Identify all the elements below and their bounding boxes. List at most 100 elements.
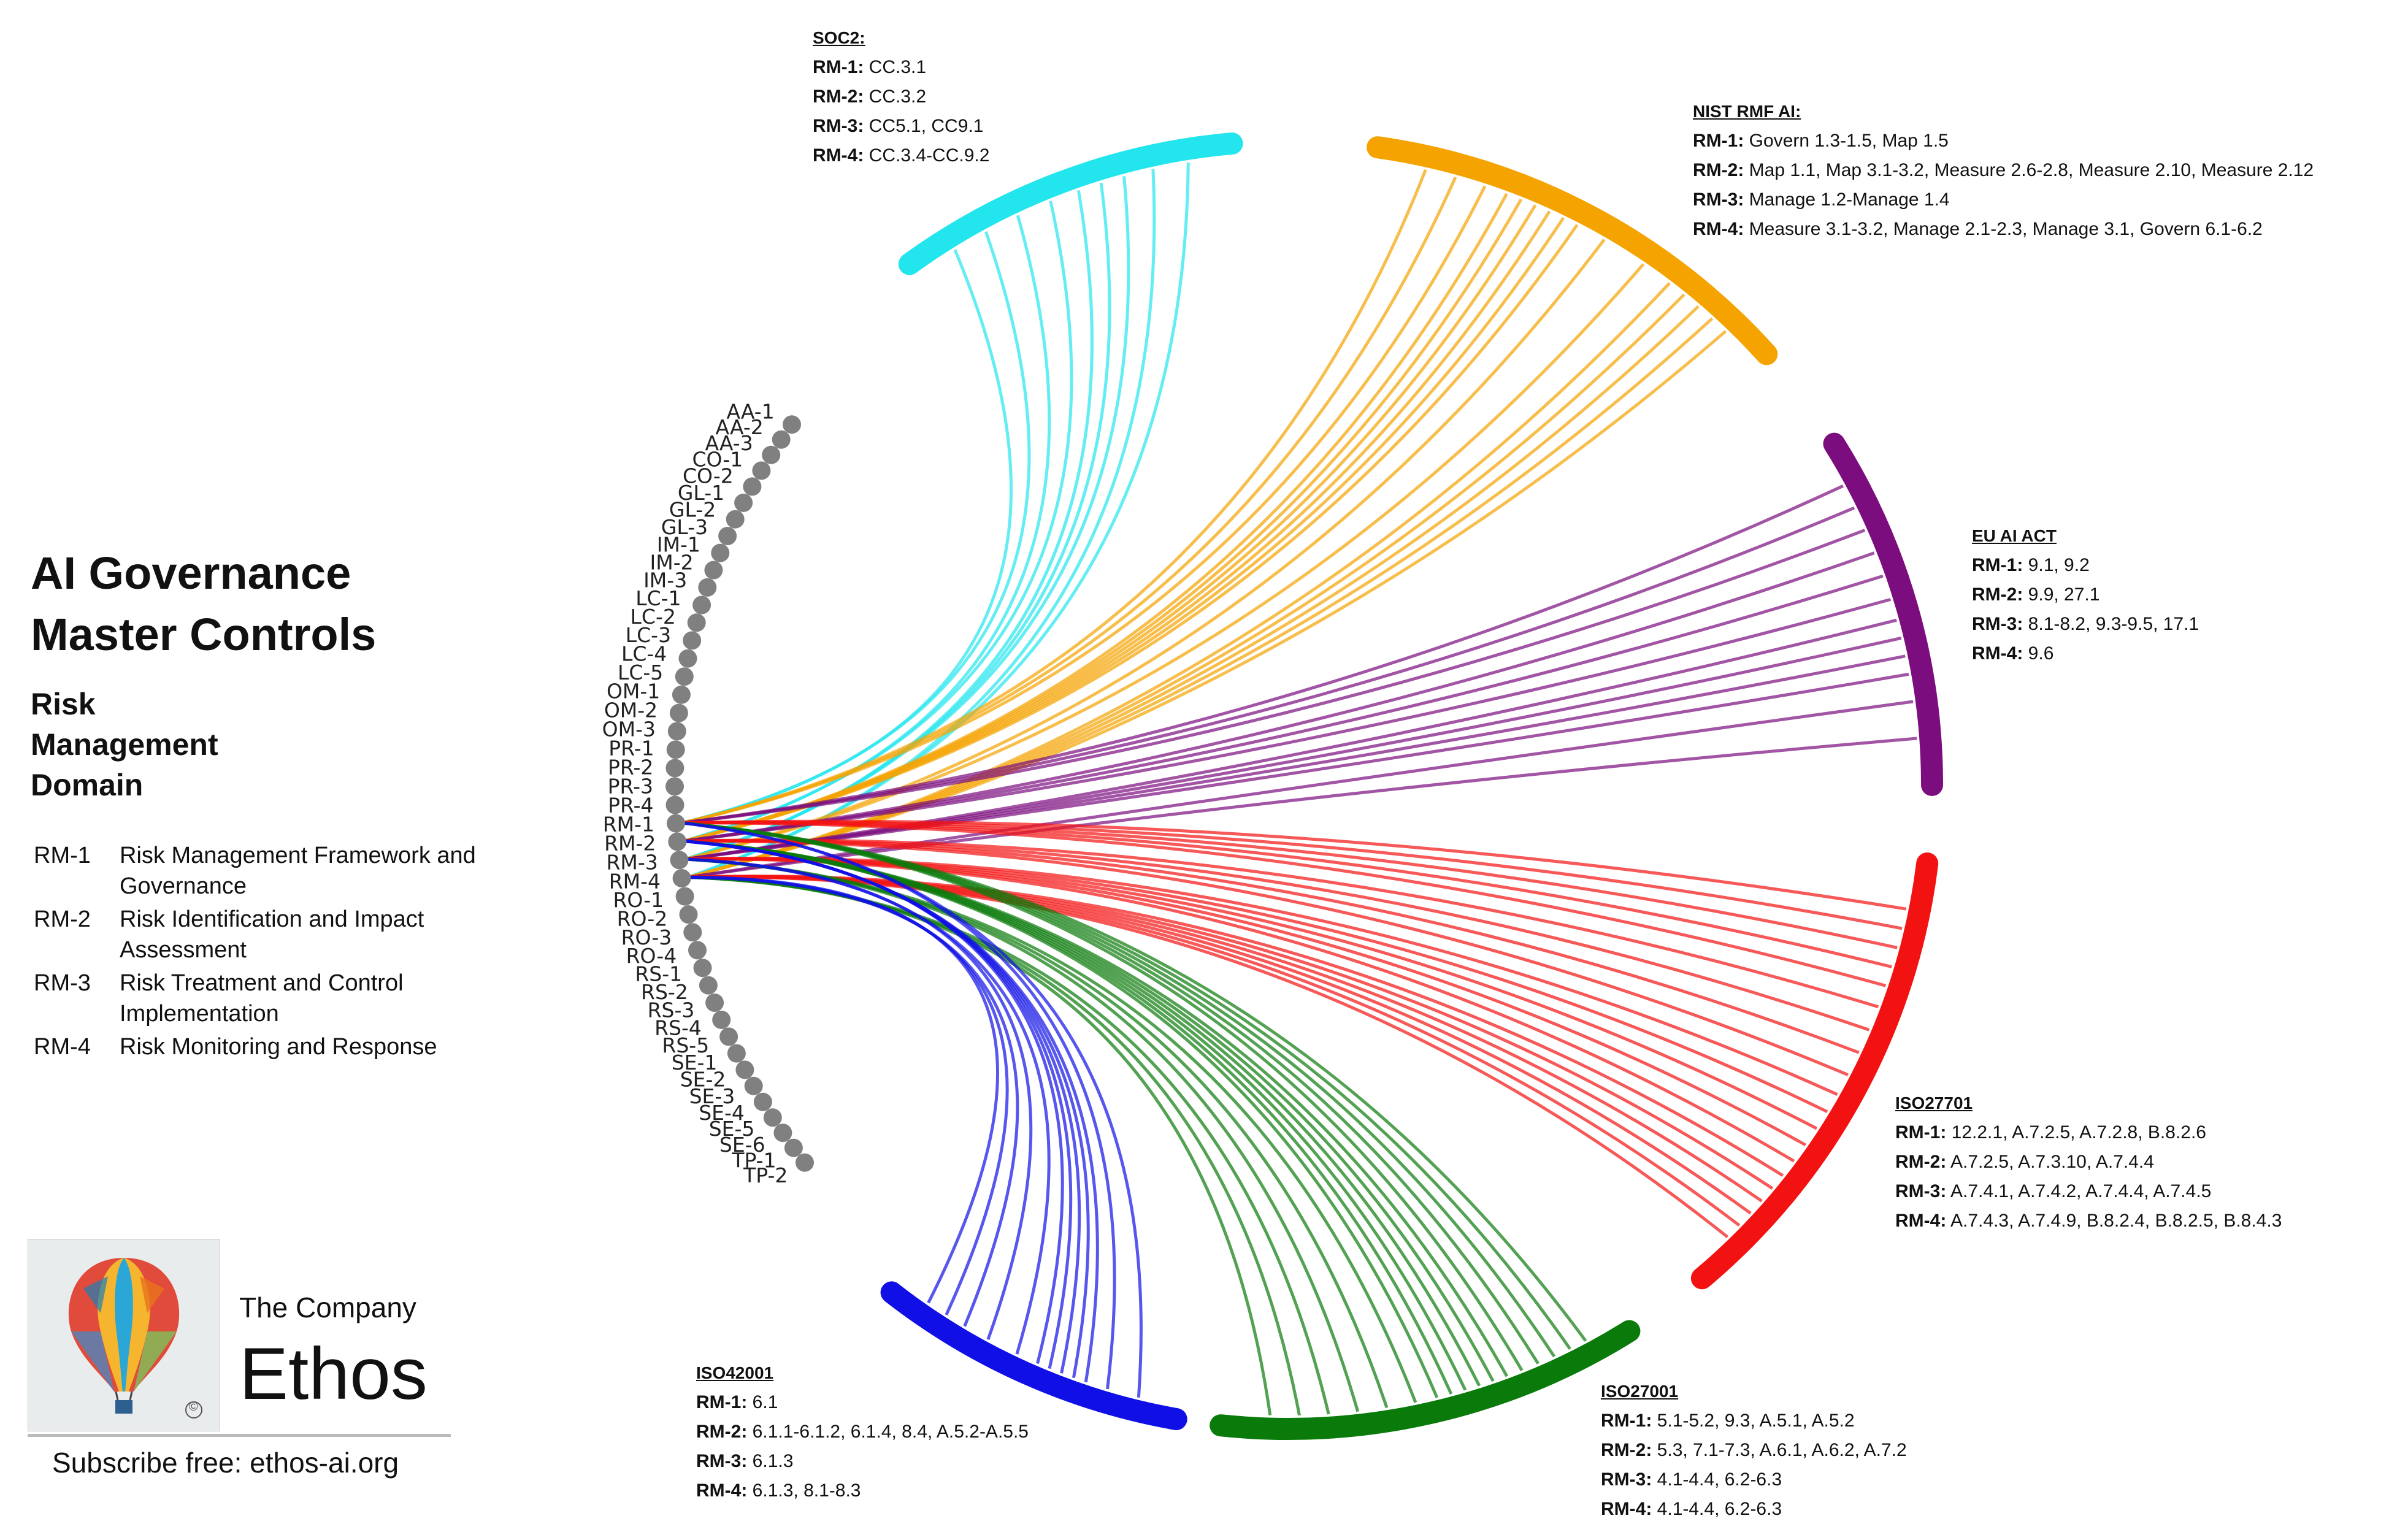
framework-title: ISO42001 [696, 1363, 774, 1382]
ribbon-nist [681, 185, 1487, 825]
control-node-se-5 [763, 1108, 782, 1127]
main-title: AI Governance Master Controls [31, 543, 376, 665]
control-label: LC-1 [635, 586, 681, 610]
ribbon-soc2 [681, 231, 1031, 825]
domain-line: Risk [31, 687, 96, 721]
company-label: The Company [239, 1292, 416, 1323]
mapping-line: RM-4: 4.1-4.4, 6.2-6.3 [1601, 1499, 1782, 1519]
ribbon-euai [681, 529, 1866, 825]
control-label: GL-1 [678, 481, 724, 505]
company-branding: The Company Ethos [221, 1239, 448, 1430]
framework-block-iso27701: ISO27701 RM-1: 12.2.1, A.7.2.5, A.7.2.8,… [1895, 1089, 2282, 1236]
legend-description: Risk Identification and Impact Assessmen… [120, 906, 424, 963]
ribbon-nist [687, 281, 1671, 879]
control-label: CO-2 [683, 464, 734, 488]
mapping-line: RM-1: 6.1 [696, 1392, 778, 1412]
mapping-line: RM-2: Map 1.1, Map 3.1-3.2, Measure 2.6-… [1693, 160, 2314, 180]
hot-air-balloon-icon [68, 1258, 202, 1419]
control-label: LC-2 [631, 605, 676, 629]
legend-row: RM-4 Risk Monitoring and Response [34, 1032, 512, 1062]
control-label: SE-5 [709, 1117, 755, 1141]
mapping-line: RM-2: A.7.2.5, A.7.3.10, A.7.4.4 [1895, 1152, 2154, 1172]
ribbon-iso27001 [683, 840, 1439, 1398]
control-label: AA-3 [705, 431, 753, 455]
control-label: RS-3 [648, 998, 695, 1022]
control-node-lc-3 [683, 631, 702, 650]
mapping-line: RM-2: 9.9, 27.1 [1972, 584, 2100, 605]
control-node-se-6 [773, 1124, 792, 1143]
mapping-line: RM-3: 6.1.3 [696, 1451, 794, 1471]
title-line: Master Controls [31, 609, 377, 660]
control-node-om-2 [669, 703, 688, 722]
ribbon-iso27701 [685, 857, 1807, 1147]
ribbon-group-euai [681, 484, 1917, 879]
control-node-rm-3 [670, 851, 689, 870]
control-label: RO-2 [617, 907, 668, 931]
control-node-co-2 [743, 477, 762, 496]
ribbon-nist [684, 239, 1606, 861]
control-label: GL-2 [669, 498, 716, 522]
ribbon-euai [688, 737, 1917, 879]
mapping-line: RM-1: 5.1-5.2, 9.3, A.5.1, A.5.2 [1601, 1411, 1855, 1431]
control-node-lc-1 [692, 595, 711, 615]
control-node-rs-4 [712, 1010, 731, 1029]
framework-title: SOC2: [813, 28, 865, 47]
mapping-line: RM-4: 9.6 [1972, 643, 2054, 664]
control-node-im-3 [698, 578, 717, 597]
title-line: AI Governance [31, 548, 351, 599]
ribbon-euai [683, 597, 1892, 843]
ribbon-iso27001 [688, 876, 1272, 1415]
control-node-tp-2 [796, 1153, 814, 1172]
mapping-line: RM-4: CC.3.4-CC.9.2 [813, 145, 990, 166]
ribbon-nist [683, 224, 1579, 843]
legend-description: Risk Treatment and Control Implementatio… [120, 970, 404, 1027]
control-node-co-1 [752, 461, 771, 480]
control-label: TP-2 [743, 1163, 788, 1187]
control-labels: AA-1AA-2AA-3CO-1CO-2GL-1GL-2GL-3IM-1IM-2… [602, 400, 788, 1188]
control-label: CO-1 [692, 448, 743, 472]
control-label: RO-4 [626, 944, 677, 968]
control-label: PR-2 [608, 755, 653, 779]
subscribe-link[interactable]: Subscribe free: ethos-ai.org [52, 1447, 399, 1479]
control-node-lc-2 [687, 613, 706, 632]
control-node-aa-2 [772, 430, 791, 449]
control-node-ro-3 [683, 923, 702, 942]
control-node-pr-3 [665, 777, 684, 796]
arc-nist [1367, 136, 1778, 366]
mapping-line: RM-2: CC.3.2 [813, 86, 927, 107]
arc-iso27701 [1690, 852, 1939, 1290]
control-node-se-3 [744, 1076, 763, 1095]
control-node-ro-4 [688, 941, 707, 960]
chord-ribbons [681, 162, 1917, 1416]
ribbon-iso27701 [685, 857, 1795, 1163]
mapping-line: RM-3: Manage 1.2-Manage 1.4 [1693, 190, 1950, 210]
ribbon-iso27001 [681, 821, 1524, 1371]
framework-title: ISO27001 [1601, 1382, 1679, 1401]
balloon-logo: © [28, 1239, 220, 1431]
legend-code: RM-3 [34, 970, 91, 996]
framework-title: ISO27701 [1895, 1093, 1973, 1112]
ribbon-soc2 [684, 176, 1130, 861]
framework-block-eu-ai-act: EU AI ACT RM-1: 9.1, 9.2 RM-2: 9.9, 27.1… [1972, 521, 2199, 668]
control-node-se-4 [753, 1092, 772, 1111]
ribbon-euai [688, 700, 1914, 879]
mapping-line: RM-1: CC.3.1 [813, 57, 927, 77]
mapping-line: RM-1: 9.1, 9.2 [1972, 555, 2090, 575]
mapping-line: RM-2: 5.3, 7.1-7.3, A.6.1, A.6.2, A.7.2 [1601, 1440, 1907, 1460]
mapping-line: RM-1: 12.2.1, A.7.2.5, A.7.2.8, B.8.2.6 [1895, 1122, 2206, 1143]
control-node-rm-2 [668, 832, 687, 851]
control-label: RO-1 [613, 888, 664, 912]
mapping-line: RM-2: 6.1.1-6.1.2, 6.1.4, 8.4, A.5.2-A.5… [696, 1422, 1029, 1442]
legend-row: RM-2 Risk Identification and Impact Asse… [34, 904, 512, 965]
domain-line: Management [31, 727, 218, 762]
control-label: AA-1 [726, 400, 774, 424]
legend-description: Risk Monitoring and Response [120, 1034, 437, 1060]
control-label: RS-1 [635, 962, 682, 986]
arc-iso42001 [880, 1281, 1187, 1430]
control-node-om-3 [667, 722, 686, 741]
control-label: RS-2 [641, 980, 688, 1004]
framework-title: EU AI ACT [1972, 526, 2057, 545]
control-label: RM-2 [604, 832, 656, 856]
